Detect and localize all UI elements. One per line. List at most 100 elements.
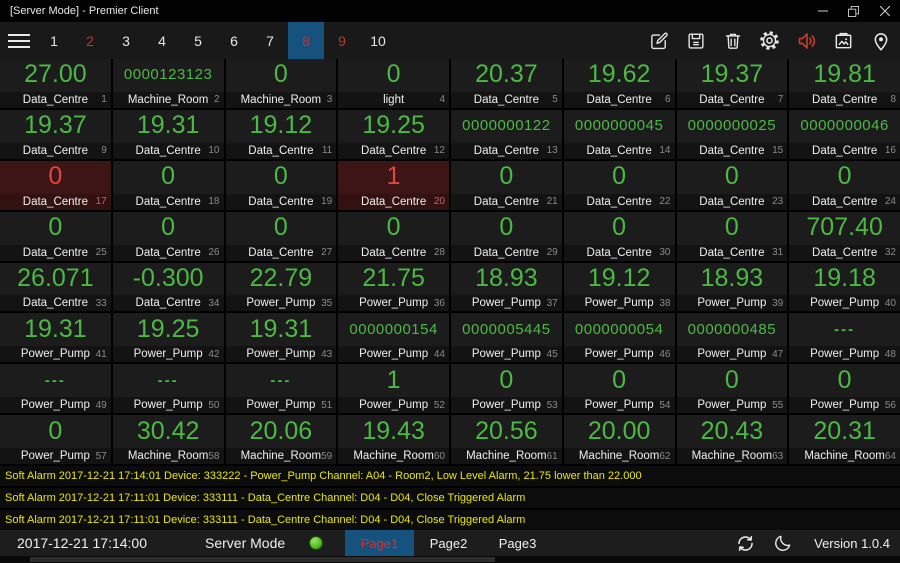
save-icon[interactable] [683, 28, 708, 53]
page-number-8[interactable]: 8 [288, 22, 324, 59]
grid-cell-19[interactable]: 0 Data_Centre 19 [225, 160, 337, 210]
grid-cell-2[interactable]: 0000123123 Machine_Room 2 [112, 59, 224, 108]
horizontal-scrollbar[interactable] [0, 556, 900, 563]
grid-cell-52[interactable]: 1 Power_Pump 52 [338, 364, 449, 414]
grid-cell-16[interactable]: 0000000046 Data_Centre 16 [789, 109, 900, 159]
minimize-button[interactable] [807, 0, 838, 22]
grid-cell-10[interactable]: 19.31 Data_Centre 10 [112, 109, 224, 159]
page-number-9[interactable]: 9 [338, 32, 346, 49]
grid-cell-18[interactable]: 0 Data_Centre 18 [112, 160, 224, 210]
grid-cell-53[interactable]: 0 Power_Pump 53 [451, 364, 562, 414]
grid-cell-29[interactable]: 0 Data_Centre 29 [451, 211, 562, 261]
page-number-5[interactable]: 5 [194, 32, 202, 49]
tab-page1[interactable]: Page1 [345, 530, 414, 556]
grid-cell-27[interactable]: 0 Data_Centre 27 [225, 211, 337, 261]
grid-cell-23[interactable]: 0 Data_Centre 23 [676, 160, 788, 210]
grid-cell-21[interactable]: 0 Data_Centre 21 [451, 160, 562, 210]
grid-cell-35[interactable]: 22.79 Power_Pump 35 [225, 262, 337, 312]
grid-cell-14[interactable]: 0000000045 Data_Centre 14 [563, 109, 675, 159]
delete-icon[interactable] [720, 28, 745, 53]
grid-cell-9[interactable]: 19.37 Data_Centre 9 [0, 109, 111, 159]
grid-cell-20[interactable]: 1 Data_Centre 20 [338, 160, 449, 210]
grid-cell-55[interactable]: 0 Power_Pump 55 [676, 364, 788, 414]
grid-cell-54[interactable]: 0 Power_Pump 54 [563, 364, 675, 414]
cell-value: 19.12 [249, 111, 313, 140]
grid-cell-64[interactable]: 20.31 Machine_Room 64 [789, 415, 900, 464]
alarm-entry-2[interactable]: Soft Alarm 2017-12-21 17:11:01 Device: 3… [0, 488, 900, 508]
grid-cell-32[interactable]: 707.40 Data_Centre 32 [789, 211, 900, 261]
grid-cell-58[interactable]: 30.42 Machine_Room 58 [112, 415, 224, 464]
grid-cell-45[interactable]: 0000005445 Power_Pump 45 [451, 313, 562, 363]
grid-cell-13[interactable]: 0000000122 Data_Centre 13 [451, 109, 562, 159]
grid-cell-57[interactable]: 0 Power_Pump 57 [0, 415, 111, 464]
grid-cell-3[interactable]: 0 Machine_Room 3 [225, 59, 337, 108]
grid-cell-34[interactable]: -0.300 Data_Centre 34 [112, 262, 224, 312]
edit-icon[interactable] [646, 28, 671, 53]
grid-cell-46[interactable]: 0000000054 Power_Pump 46 [563, 313, 675, 363]
page-number-3[interactable]: 3 [122, 32, 130, 49]
cell-index: 10 [208, 145, 220, 157]
grid-cell-28[interactable]: 0 Data_Centre 28 [338, 211, 449, 261]
page-number-1[interactable]: 1 [50, 32, 58, 49]
grid-cell-50[interactable]: --- Power_Pump 50 [112, 364, 224, 414]
page-number-6[interactable]: 6 [230, 32, 238, 49]
grid-cell-24[interactable]: 0 Data_Centre 24 [789, 160, 900, 210]
grid-cell-56[interactable]: 0 Power_Pump 56 [789, 364, 900, 414]
maximize-button[interactable] [838, 0, 869, 22]
grid-cell-11[interactable]: 19.12 Data_Centre 11 [225, 109, 337, 159]
grid-cell-15[interactable]: 0000000025 Data_Centre 15 [676, 109, 788, 159]
grid-cell-7[interactable]: 19.37 Data_Centre 7 [676, 59, 788, 108]
cell-caption: Data_Centre 1 [0, 91, 111, 108]
volume-icon[interactable] [794, 28, 819, 53]
page-number-4[interactable]: 4 [158, 32, 166, 49]
grid-cell-12[interactable]: 19.25 Data_Centre 12 [338, 109, 449, 159]
snapshot-icon[interactable] [831, 28, 856, 53]
close-button[interactable] [869, 0, 900, 22]
grid-cell-38[interactable]: 19.12 Power_Pump 38 [563, 262, 675, 312]
alarm-entry-1[interactable]: Soft Alarm 2017-12-21 17:14:01 Device: 3… [0, 466, 900, 486]
grid-cell-22[interactable]: 0 Data_Centre 22 [563, 160, 675, 210]
grid-cell-31[interactable]: 0 Data_Centre 31 [676, 211, 788, 261]
page-number-2[interactable]: 2 [86, 32, 94, 49]
scrollbar-thumb[interactable] [30, 557, 495, 562]
grid-cell-61[interactable]: 20.56 Machine_Room 61 [451, 415, 562, 464]
grid-cell-51[interactable]: --- Power_Pump 51 [225, 364, 337, 414]
grid-cell-63[interactable]: 20.43 Machine_Room 63 [676, 415, 788, 464]
grid-cell-49[interactable]: --- Power_Pump 49 [0, 364, 111, 414]
grid-cell-44[interactable]: 0000000154 Power_Pump 44 [338, 313, 449, 363]
grid-cell-4[interactable]: 0 light 4 [338, 59, 449, 108]
settings-icon[interactable] [757, 28, 782, 53]
grid-cell-33[interactable]: 26.071 Data_Centre 33 [0, 262, 111, 312]
page-number-10[interactable]: 10 [370, 32, 386, 49]
grid-cell-48[interactable]: --- Power_Pump 48 [789, 313, 900, 363]
grid-cell-41[interactable]: 19.31 Power_Pump 41 [0, 313, 111, 363]
cell-index: 5 [552, 94, 558, 106]
alarm-entry-3[interactable]: Soft Alarm 2017-12-21 17:11:01 Device: 3… [0, 510, 900, 530]
grid-cell-60[interactable]: 19.43 Machine_Room 60 [338, 415, 449, 464]
grid-cell-5[interactable]: 20.37 Data_Centre 5 [451, 59, 562, 108]
grid-cell-36[interactable]: 21.75 Power_Pump 36 [338, 262, 449, 312]
grid-cell-17[interactable]: 0 Data_Centre 17 [0, 160, 111, 210]
grid-cell-25[interactable]: 0 Data_Centre 25 [0, 211, 111, 261]
grid-cell-26[interactable]: 0 Data_Centre 26 [112, 211, 224, 261]
grid-cell-8[interactable]: 19.81 Data_Centre 8 [789, 59, 900, 108]
grid-cell-6[interactable]: 19.62 Data_Centre 6 [563, 59, 675, 108]
grid-cell-30[interactable]: 0 Data_Centre 30 [563, 211, 675, 261]
grid-cell-40[interactable]: 19.18 Power_Pump 40 [789, 262, 900, 312]
grid-cell-42[interactable]: 19.25 Power_Pump 42 [112, 313, 224, 363]
grid-cell-47[interactable]: 0000000485 Power_Pump 47 [676, 313, 788, 363]
sync-icon[interactable] [735, 533, 756, 554]
grid-cell-59[interactable]: 20.06 Machine_Room 59 [225, 415, 337, 464]
cell-caption: Power_Pump 45 [451, 346, 562, 363]
grid-cell-43[interactable]: 19.31 Power_Pump 43 [225, 313, 337, 363]
moon-icon[interactable] [773, 533, 793, 553]
location-pin-icon[interactable] [868, 28, 893, 53]
grid-cell-37[interactable]: 18.93 Power_Pump 37 [451, 262, 562, 312]
tab-page2[interactable]: Page2 [429, 535, 468, 551]
grid-cell-39[interactable]: 18.93 Power_Pump 39 [676, 262, 788, 312]
tab-page3[interactable]: Page3 [498, 535, 537, 551]
hamburger-menu-icon[interactable] [2, 22, 36, 59]
grid-cell-62[interactable]: 20.00 Machine_Room 62 [563, 415, 675, 464]
page-number-7[interactable]: 7 [266, 32, 274, 49]
grid-cell-1[interactable]: 27.00 Data_Centre 1 [0, 59, 111, 108]
